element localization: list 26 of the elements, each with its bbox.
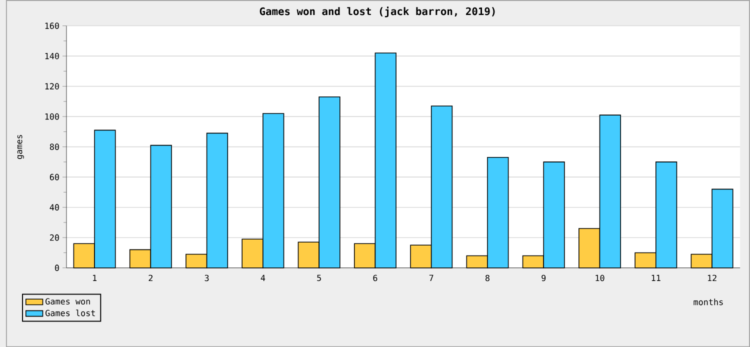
legend-label: Games won: [46, 298, 90, 304]
y-tick-label: 160: [45, 22, 59, 29]
y-tick-label: 0: [54, 264, 59, 271]
y-tick-label: 20: [50, 234, 59, 241]
x-tick-label: 8: [485, 274, 490, 282]
x-tick-label: 2: [148, 274, 152, 281]
x-axis-title: months: [694, 298, 723, 306]
x-tick-label: 1: [93, 274, 97, 281]
y-tick-label: 40: [50, 204, 59, 210]
x-tick-label: 7: [429, 274, 434, 281]
x-tick-label: 4: [260, 274, 266, 281]
chart-title: Games won and lost (jack barron, 2019): [260, 6, 495, 18]
x-tick-label: 3: [204, 274, 209, 282]
x-tick-label: 12: [708, 274, 716, 281]
y-tick-label: 80: [50, 144, 59, 150]
y-axis-title: games: [17, 134, 24, 159]
y-tick-label: 100: [45, 113, 59, 120]
x-tick-label: 9: [542, 274, 546, 282]
y-tick-label: 60: [50, 174, 59, 180]
y-tick-label: 140: [45, 52, 59, 60]
x-tick-label: 5: [317, 274, 321, 281]
x-tick-label: 6: [373, 274, 378, 282]
y-tick-label: 120: [45, 83, 59, 90]
legend-label: Games lost: [46, 310, 95, 316]
x-tick-label: 10: [596, 274, 604, 282]
x-tick-label: 11: [652, 274, 660, 281]
